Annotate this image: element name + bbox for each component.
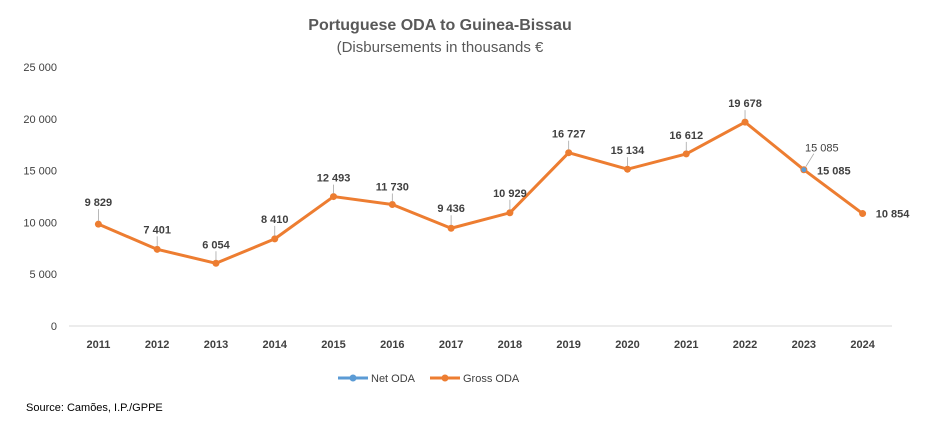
x-tick-label: 2014 (263, 339, 288, 351)
y-tick-label: 10 000 (23, 217, 57, 229)
y-axis: 0 5 000 10 000 15 000 20 000 25 000 (23, 62, 57, 333)
legend[interactable]: Net ODA Gross ODA (338, 373, 520, 385)
gross-oda-data-label: 8 410 (261, 214, 289, 226)
x-tick-label: 2019 (556, 339, 580, 351)
x-tick-label: 2020 (615, 339, 639, 351)
gross-oda-point (271, 235, 279, 243)
gross-oda-data-label: 10 929 (493, 188, 527, 200)
gross-oda-point (741, 118, 749, 126)
gross-oda-point (623, 165, 631, 173)
gross-oda-data-label: 12 493 (317, 173, 351, 185)
gross-oda-point (388, 200, 396, 208)
gross-oda-data-label: 15 134 (611, 145, 646, 157)
gross-oda-data-label: 19 678 (728, 98, 762, 110)
source-note: Source: Camões, I.P./GPPE (26, 402, 163, 414)
y-tick-label: 0 (51, 321, 57, 333)
x-tick-label: 2022 (733, 339, 757, 351)
gross-oda-line (97, 120, 864, 265)
gross-oda-point (682, 150, 690, 158)
gross-oda-data-label: 11 730 (376, 181, 409, 193)
legend-label: Net ODA (371, 373, 416, 385)
x-tick-label: 2018 (498, 339, 522, 351)
net-oda-data-label: 15 085 (805, 143, 839, 155)
y-tick-label: 20 000 (23, 114, 57, 126)
x-tick-label: 2023 (792, 339, 816, 351)
gross-oda-point (153, 245, 161, 253)
chart-subtitle: (Disbursements in thousands € (337, 39, 544, 56)
y-tick-label: 5 000 (29, 269, 57, 281)
legend-swatch-marker (441, 374, 449, 382)
x-tick-label: 2015 (321, 339, 345, 351)
gross-oda-data-label: 9 829 (85, 197, 113, 209)
data-labels: 9 829 7 401 6 054 8 410 12 493 11 730 9 436 10 … (85, 98, 911, 261)
gross-oda-data-label: 10 854 (876, 209, 911, 221)
x-tick-label: 2012 (145, 339, 169, 351)
gross-oda-point (506, 209, 514, 217)
x-tick-label: 2011 (86, 339, 110, 351)
gross-oda-point (859, 210, 867, 218)
gross-oda-data-label: 6 054 (202, 239, 230, 251)
gross-oda-data-label: 15 085 (817, 166, 851, 178)
x-axis: 2011 2012 2013 2014 2015 2016 2017 2018 2019 2020… (69, 325, 892, 351)
y-tick-label: 15 000 (23, 166, 57, 178)
gross-oda-point (565, 149, 573, 157)
x-tick-label: 2013 (204, 339, 228, 351)
x-tick-label: 2021 (674, 339, 698, 351)
gross-oda-point (212, 259, 220, 267)
chart-title: Portuguese ODA to Guinea-Bissau (308, 17, 571, 34)
gross-oda-data-label: 16 612 (669, 130, 703, 142)
gross-oda-point (330, 193, 338, 201)
gross-oda-point (447, 224, 455, 232)
net-oda-series (801, 167, 807, 173)
net-oda-point (801, 167, 807, 173)
leader-line (805, 153, 815, 167)
x-tick-label: 2024 (850, 339, 875, 351)
x-tick-label: 2016 (380, 339, 404, 351)
legend-item-gross-oda[interactable]: Gross ODA (430, 373, 520, 385)
legend-label: Gross ODA (463, 373, 520, 385)
gross-oda-data-label: 9 436 (437, 203, 465, 215)
legend-item-net-oda[interactable]: Net ODA (338, 373, 416, 385)
legend-swatch-marker (349, 374, 357, 382)
gross-oda-data-label: 7 401 (143, 224, 171, 236)
gross-oda-point (94, 220, 102, 228)
gross-oda-data-label: 16 727 (552, 129, 586, 141)
y-tick-label: 25 000 (23, 62, 57, 74)
x-tick-label: 2017 (439, 339, 463, 351)
